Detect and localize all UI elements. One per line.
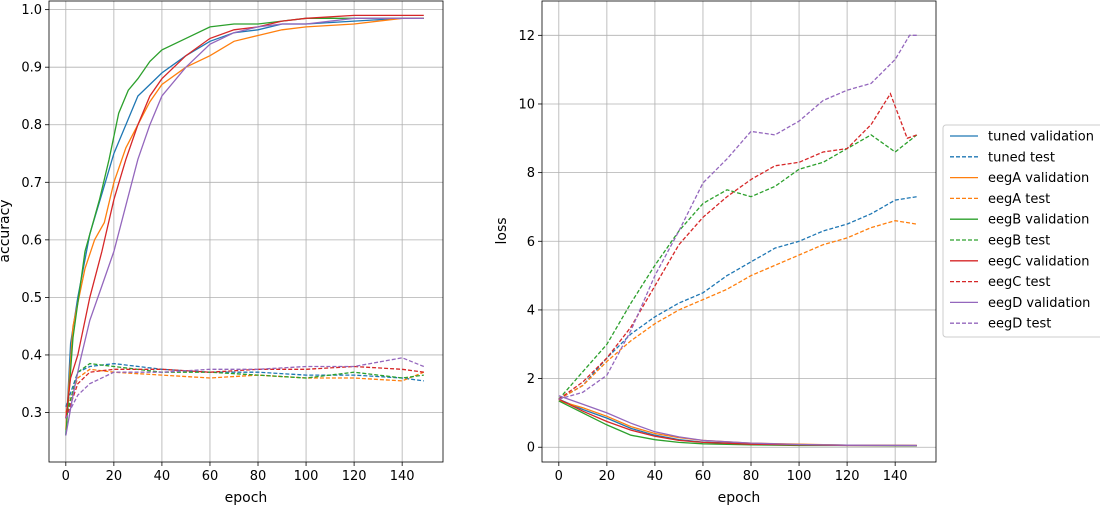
- accuracy-series-line: [65, 368, 425, 413]
- legend-label: eegC test: [988, 275, 1050, 290]
- loss-series-line: [558, 196, 917, 400]
- accuracy-x-tick-label: 0: [62, 469, 70, 484]
- loss-y-tick-label: 8: [527, 166, 535, 181]
- accuracy-y-tick-label: 0.5: [21, 291, 42, 306]
- loss-x-tick-label: 80: [743, 469, 760, 484]
- accuracy-series-line: [65, 14, 424, 419]
- accuracy-chart: epoch accuracy 0 20 40 60 80 100 120 140 0.3 0.4 0…: [0, 0, 444, 505]
- loss-y-tick-label: 0: [527, 441, 535, 456]
- loss-y-tick-label: 4: [527, 303, 535, 318]
- accuracy-y-tick-label: 0.6: [21, 233, 42, 248]
- loss-x-axis-label: epoch: [718, 490, 761, 505]
- legend-label: tuned test: [988, 150, 1055, 165]
- legend-label: eegD validation: [988, 296, 1090, 311]
- accuracy-x-tick-label: 120: [342, 469, 367, 484]
- loss-y-axis-label: loss: [494, 217, 510, 244]
- accuracy-x-tick-label: 80: [250, 469, 267, 484]
- legend-label: eegB test: [988, 234, 1050, 249]
- accuracy-series-line: [65, 357, 425, 419]
- loss-series-line: [558, 134, 918, 400]
- legend-label: eegD test: [988, 317, 1051, 332]
- loss-x-tick-label: 40: [647, 469, 664, 484]
- accuracy-x-tick-label: 140: [390, 469, 415, 484]
- legend-label: eegA test: [988, 192, 1050, 207]
- accuracy-series-line: [65, 17, 424, 436]
- loss-series-line: [558, 220, 917, 400]
- loss-x-tick-label: 120: [835, 469, 860, 484]
- loss-x-tick-label: 0: [555, 469, 563, 484]
- accuracy-y-tick-label: 1.0: [21, 3, 42, 18]
- loss-series-line: [558, 398, 917, 447]
- accuracy-y-axis-label: accuracy: [0, 199, 13, 262]
- accuracy-x-tick-label: 40: [154, 469, 171, 484]
- loss-x-tick-label: 20: [599, 469, 616, 484]
- accuracy-y-tick-label: 0.3: [21, 406, 42, 421]
- accuracy-x-tick-label: 20: [106, 469, 123, 484]
- accuracy-x-axis-label: epoch: [225, 490, 268, 505]
- loss-series-line: [558, 92, 918, 400]
- legend-frame: [942, 124, 1100, 338]
- accuracy-y-tick-label: 0.4: [21, 348, 42, 363]
- accuracy-axes-frame: [48, 0, 444, 463]
- loss-axes-frame: [541, 0, 937, 463]
- legend-label: tuned validation: [988, 130, 1094, 145]
- loss-chart: epoch loss 0 20 40 60 80 100 120 140 0 2 4 6 8 10 12: [494, 0, 937, 505]
- loss-y-tick-label: 12: [518, 29, 535, 44]
- loss-y-tick-label: 10: [518, 97, 535, 112]
- loss-series-line: [558, 34, 917, 400]
- accuracy-x-tick-label: 60: [202, 469, 219, 484]
- legend: tuned validation tuned test eegA validatio…: [942, 124, 1100, 338]
- accuracy-series-line: [65, 362, 424, 407]
- accuracy-y-tick-label: 0.7: [21, 176, 42, 191]
- accuracy-x-tick-label: 100: [294, 469, 319, 484]
- loss-y-tick-label: 6: [527, 235, 535, 250]
- accuracy-y-tick-label: 0.9: [21, 61, 42, 76]
- accuracy-series-line: [65, 362, 424, 419]
- accuracy-series-line: [65, 17, 424, 430]
- accuracy-y-tick-label: 0.8: [21, 118, 42, 133]
- loss-y-tick-label: 2: [527, 372, 535, 387]
- loss-x-tick-label: 100: [787, 469, 812, 484]
- legend-label: eegB validation: [988, 213, 1089, 228]
- legend-label: eegA validation: [988, 171, 1089, 186]
- loss-x-tick-label: 140: [883, 469, 908, 484]
- legend-label: eegC validation: [988, 254, 1089, 269]
- loss-series-line: [558, 395, 917, 447]
- loss-x-tick-label: 60: [695, 469, 712, 484]
- loss-series-line: [558, 398, 917, 447]
